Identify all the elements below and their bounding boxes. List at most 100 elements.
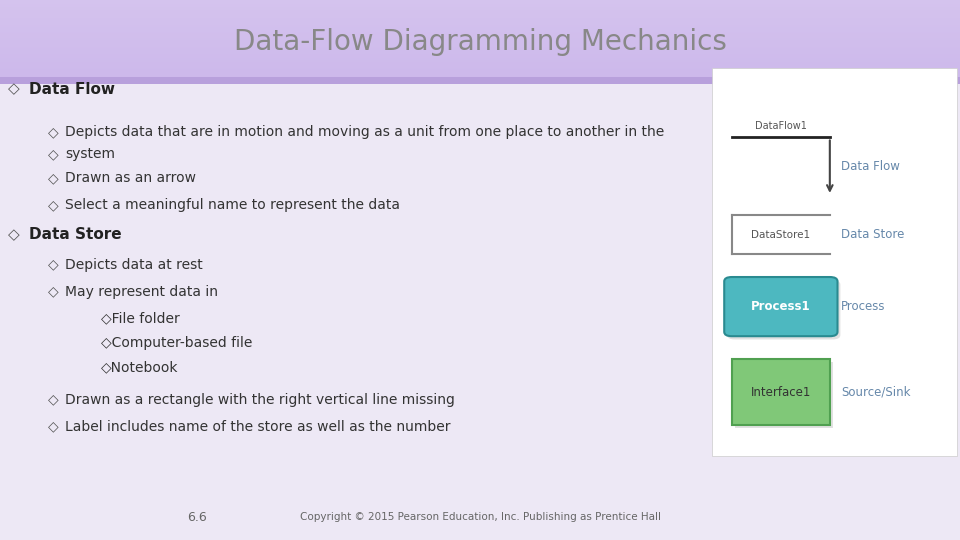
Text: ◇Notebook: ◇Notebook xyxy=(101,360,179,374)
Bar xyxy=(0,80,960,82)
FancyBboxPatch shape xyxy=(727,280,840,340)
Bar xyxy=(0,63,960,64)
Bar xyxy=(0,2,960,3)
Bar xyxy=(0,0,960,1)
Text: Drawn as a rectangle with the right vertical line missing: Drawn as a rectangle with the right vert… xyxy=(65,393,455,407)
Bar xyxy=(0,48,960,49)
Bar xyxy=(0,12,960,14)
Bar xyxy=(0,44,960,45)
Bar xyxy=(0,14,960,15)
Bar xyxy=(0,16,960,17)
Bar xyxy=(0,24,960,25)
Bar xyxy=(0,53,960,55)
Bar xyxy=(0,49,960,50)
Bar xyxy=(0,21,960,22)
Bar xyxy=(0,36,960,37)
Bar xyxy=(0,75,960,76)
Bar xyxy=(0,9,960,10)
Bar xyxy=(732,359,829,425)
Bar xyxy=(0,51,960,52)
FancyBboxPatch shape xyxy=(724,277,837,336)
Bar xyxy=(0,82,960,83)
Text: May represent data in: May represent data in xyxy=(65,285,218,299)
Bar xyxy=(0,22,960,23)
Text: ◇: ◇ xyxy=(8,82,19,97)
Bar xyxy=(0,41,960,42)
Bar xyxy=(0,77,960,78)
Bar xyxy=(0,40,960,41)
Bar xyxy=(0,57,960,58)
Text: ◇: ◇ xyxy=(48,285,59,299)
Bar xyxy=(0,73,960,75)
Bar xyxy=(0,66,960,67)
Bar xyxy=(0,6,960,8)
Bar xyxy=(0,26,960,27)
Text: Label includes name of the store as well as the number: Label includes name of the store as well… xyxy=(65,420,451,434)
Text: DataFlow1: DataFlow1 xyxy=(755,121,806,131)
Text: ◇: ◇ xyxy=(48,393,59,407)
Text: Data Flow: Data Flow xyxy=(841,160,900,173)
Bar xyxy=(0,10,960,11)
Text: ◇File folder: ◇File folder xyxy=(101,312,180,326)
Bar xyxy=(0,4,960,5)
Text: ◇: ◇ xyxy=(8,227,19,242)
Bar xyxy=(0,39,960,40)
Bar xyxy=(0,55,960,56)
Bar xyxy=(0,18,960,19)
Text: ◇: ◇ xyxy=(48,125,59,139)
Bar xyxy=(0,35,960,36)
Text: Depicts data at rest: Depicts data at rest xyxy=(65,258,203,272)
Text: Interface1: Interface1 xyxy=(751,386,811,399)
Bar xyxy=(0,71,960,72)
Bar xyxy=(0,25,960,26)
Bar xyxy=(0,37,960,38)
Bar xyxy=(0,65,960,66)
Text: Copyright © 2015 Pearson Education, Inc. Publishing as Prentice Hall: Copyright © 2015 Pearson Education, Inc.… xyxy=(300,512,660,522)
Bar xyxy=(0,5,960,6)
Bar xyxy=(0,8,960,9)
Text: ◇Computer-based file: ◇Computer-based file xyxy=(101,336,252,350)
Bar xyxy=(0,69,960,70)
Text: Data Store: Data Store xyxy=(841,228,904,241)
Text: ◇: ◇ xyxy=(48,147,59,161)
Bar xyxy=(0,32,960,33)
Text: system: system xyxy=(65,147,115,161)
Text: ◇: ◇ xyxy=(48,258,59,272)
Bar xyxy=(0,42,960,43)
Bar xyxy=(0,33,960,35)
Bar xyxy=(0,60,960,62)
Bar xyxy=(0,62,960,63)
Bar xyxy=(0,23,960,24)
Bar xyxy=(0,30,960,31)
Text: 6.6: 6.6 xyxy=(187,511,206,524)
Bar xyxy=(0,58,960,59)
Text: Source/Sink: Source/Sink xyxy=(841,386,911,399)
Text: DataStore1: DataStore1 xyxy=(752,230,810,240)
Text: Data Flow: Data Flow xyxy=(29,82,115,97)
Bar xyxy=(0,58,960,59)
Bar xyxy=(0,31,960,32)
Bar xyxy=(0,11,960,12)
Bar xyxy=(0,67,960,68)
Bar xyxy=(0,43,960,44)
Text: Drawn as an arrow: Drawn as an arrow xyxy=(65,171,196,185)
Text: ◇: ◇ xyxy=(48,198,59,212)
Bar xyxy=(0,3,960,4)
Bar xyxy=(0,77,960,84)
Text: Process: Process xyxy=(841,300,886,313)
Text: Select a meaningful name to represent the data: Select a meaningful name to represent th… xyxy=(65,198,400,212)
Bar xyxy=(0,79,960,80)
Bar xyxy=(0,78,960,79)
Bar xyxy=(0,1,960,2)
Bar xyxy=(0,17,960,18)
Bar xyxy=(0,70,960,71)
Bar xyxy=(0,72,960,73)
Bar xyxy=(0,38,960,39)
Bar xyxy=(0,29,960,30)
Text: Data Store: Data Store xyxy=(29,227,121,242)
Bar xyxy=(0,50,960,51)
Bar xyxy=(712,68,957,456)
Bar xyxy=(0,59,960,60)
Text: Depicts data that are in motion and moving as a unit from one place to another i: Depicts data that are in motion and movi… xyxy=(65,125,664,139)
Bar xyxy=(0,46,960,47)
